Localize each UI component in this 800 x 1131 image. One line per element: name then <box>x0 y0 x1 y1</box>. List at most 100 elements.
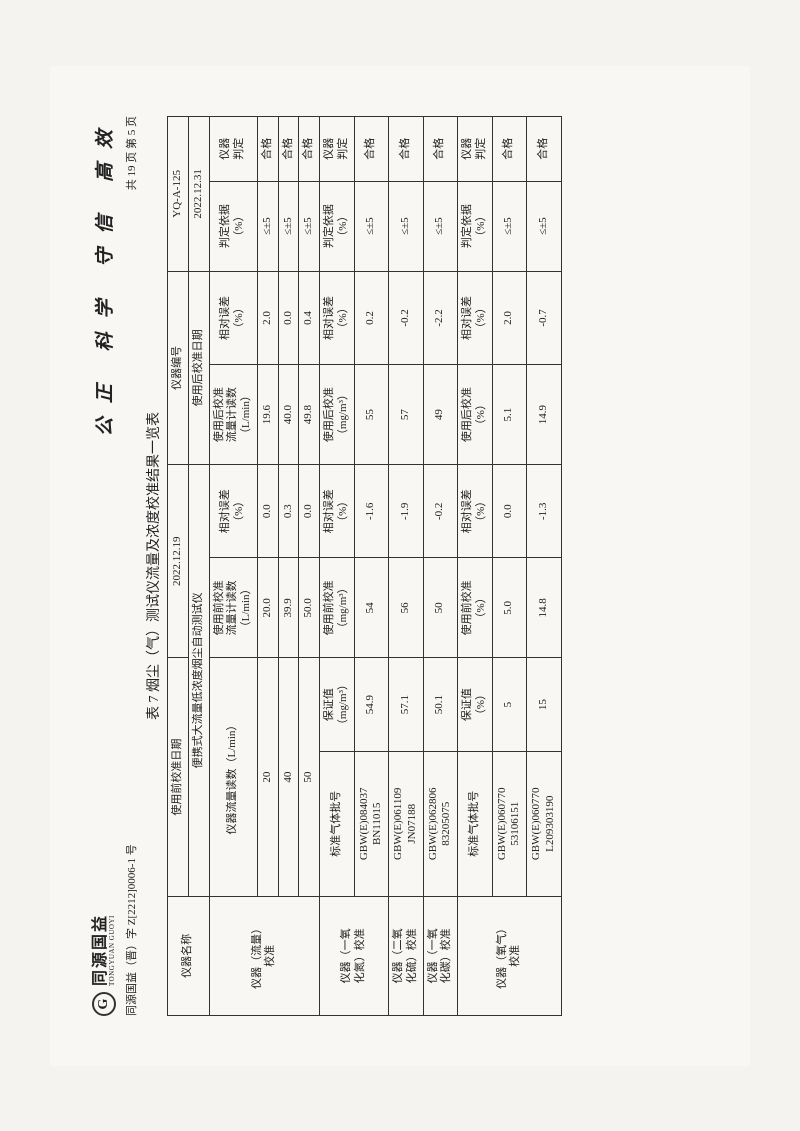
cell: 2.0 <box>492 271 527 364</box>
th-pre-flow: 使用前校准流量计读数（L/min） <box>209 557 257 657</box>
table-row: 仪器（氧气）校准 标准气体批号 保证值（%） 使用前校准（%） 相对误差（%） … <box>458 116 493 1015</box>
th-basis: 判定依据（%） <box>209 181 257 271</box>
table-row: 40 39.9 0.3 40.0 0.0 ≤±5 合格 <box>278 116 299 1015</box>
section1-name: 仪器（流量）校准 <box>209 896 320 1015</box>
cell: 合格 <box>257 116 278 181</box>
cell: ≤±5 <box>423 181 458 271</box>
th-post-pct: 使用后校准（%） <box>458 364 493 464</box>
th-judge: 仪器判定 <box>209 116 257 181</box>
cell: 0.4 <box>299 271 320 364</box>
th-rel-err: 相对误差（%） <box>320 464 355 557</box>
cell: 0.0 <box>299 464 320 557</box>
page-info: 共 19 页 第 5 页 <box>123 116 139 190</box>
section2-name-0: 仪器（一氧化氮）校准 <box>320 896 389 1015</box>
cell: 合格 <box>278 116 299 181</box>
cell: 54 <box>354 557 389 657</box>
cell: 合格 <box>354 116 389 181</box>
cell: -1.3 <box>527 464 562 557</box>
table-row: GBW(E)060770L209303190 15 14.8 -1.3 14.9… <box>527 116 562 1015</box>
cell: 50 <box>423 557 458 657</box>
cell: 5.1 <box>492 364 527 464</box>
header-row: G 同源国益 TONGYUAN GUOYI 公正 科学 守信 高效 <box>90 116 117 1016</box>
cell: 合格 <box>527 116 562 181</box>
th-rel-err: 相对误差（%） <box>458 464 493 557</box>
th-std-gas: 标准气体批号 <box>320 751 355 896</box>
cell: 49.8 <box>299 364 320 464</box>
th-post-mg: 使用后校准（mg/m³） <box>320 364 355 464</box>
page-container: G 同源国益 TONGYUAN GUOYI 公正 科学 守信 高效 同源国益（晋… <box>50 66 750 1066</box>
cell: ≤±5 <box>257 181 278 271</box>
company-name-en: TONGYUAN GUOYI <box>109 913 117 985</box>
th-rel-err: 相对误差（%） <box>209 464 257 557</box>
table-row: GBW(E)06077053106151 5 5.0 0.0 5.1 2.0 ≤… <box>492 116 527 1015</box>
th-pre-mg: 使用前校准（mg/m³） <box>320 557 355 657</box>
cell: 合格 <box>423 116 458 181</box>
cell: GBW(E)06077053106151 <box>492 751 527 896</box>
th-pre-date: 2022.12.19 <box>168 464 189 657</box>
th-judge: 仪器判定 <box>458 116 493 181</box>
cell: ≤±5 <box>299 181 320 271</box>
slogan: 公正 科学 守信 高效 <box>90 116 117 436</box>
logo-icon: G <box>92 992 116 1016</box>
cell: 合格 <box>389 116 424 181</box>
cell: ≤±5 <box>492 181 527 271</box>
cell: 合格 <box>492 116 527 181</box>
logo-block: G 同源国益 TONGYUAN GUOYI <box>92 913 117 1015</box>
th-guaranteed-pct: 保证值（%） <box>458 657 493 750</box>
section2-name-2: 仪器（一氧化碳）校准 <box>423 896 458 1015</box>
th-instrument-type: 便携式大流量低浓度烟尘自动测试仪 <box>188 464 209 896</box>
table-row: 仪器（流量）校准 仪器流量读数（L/min） 使用前校准流量计读数（L/min）… <box>209 116 257 1015</box>
cell: 20 <box>257 657 278 895</box>
cell: 14.9 <box>527 364 562 464</box>
cell: 56 <box>389 557 424 657</box>
cell: ≤±5 <box>389 181 424 271</box>
cell: 40 <box>278 657 299 895</box>
cell: GBW(E)06280683205075 <box>423 751 458 896</box>
cell: 57.1 <box>389 657 424 750</box>
th-post-date-label: 使用后校准日期 <box>188 271 209 464</box>
th-post-date: 2022.12.31 <box>188 116 209 271</box>
cell: 19.6 <box>257 364 278 464</box>
cell: GBW(E)060770L209303190 <box>527 751 562 896</box>
th-pre-date-label: 使用前校准日期 <box>168 657 189 895</box>
th-rel-err: 相对误差（%） <box>320 271 355 364</box>
table-row: 便携式大流量低浓度烟尘自动测试仪 使用后校准日期 2022.12.31 <box>188 116 209 1015</box>
cell: 20.0 <box>257 557 278 657</box>
th-post-flow: 使用后校准流量计读数（L/min） <box>209 364 257 464</box>
cell: 5 <box>492 657 527 750</box>
cell: -0.2 <box>423 464 458 557</box>
cell: 40.0 <box>278 364 299 464</box>
th-inst-no-label: 仪器编号 <box>168 271 189 464</box>
th-std-gas: 标准气体批号 <box>458 751 493 896</box>
cell: ≤±5 <box>527 181 562 271</box>
table-row: GBW(E)084037BN11015 54.9 54 -1.6 55 0.2 … <box>354 116 389 1015</box>
th-basis: 判定依据（%） <box>458 181 493 271</box>
cell: 0.0 <box>492 464 527 557</box>
cell: ≤±5 <box>354 181 389 271</box>
table-row: 仪器（一氧化氮）校准 标准气体批号 保证值（mg/m³） 使用前校准（mg/m³… <box>320 116 355 1015</box>
cell: -1.6 <box>354 464 389 557</box>
cell: 0.0 <box>278 271 299 364</box>
cell: -0.7 <box>527 271 562 364</box>
cell: 合格 <box>299 116 320 181</box>
cell: 0.3 <box>278 464 299 557</box>
cell: 39.9 <box>278 557 299 657</box>
cell: 14.8 <box>527 557 562 657</box>
th-guaranteed-mg: 保证值（mg/m³） <box>320 657 355 750</box>
cell: 2.0 <box>257 271 278 364</box>
th-pre-pct: 使用前校准（%） <box>458 557 493 657</box>
th-flow-reading: 仪器流量读数（L/min） <box>209 657 257 895</box>
cell: 50 <box>299 657 320 895</box>
table-row: 仪器（一氧化碳）校准 GBW(E)06280683205075 50.1 50 … <box>423 116 458 1015</box>
section3-name: 仪器（氧气）校准 <box>458 896 562 1015</box>
th-inst-no: YQ-A-125 <box>168 116 189 271</box>
cell: 0.2 <box>354 271 389 364</box>
cell: -2.2 <box>423 271 458 364</box>
doc-number: 同源国益（晋）字 Z[2212]0006-1 号 <box>123 844 139 1016</box>
cell: GBW(E)084037BN11015 <box>354 751 389 896</box>
cell: 0.0 <box>257 464 278 557</box>
cell: 50.1 <box>423 657 458 750</box>
cell: 49 <box>423 364 458 464</box>
th-judge: 仪器判定 <box>320 116 355 181</box>
cell: 5.0 <box>492 557 527 657</box>
